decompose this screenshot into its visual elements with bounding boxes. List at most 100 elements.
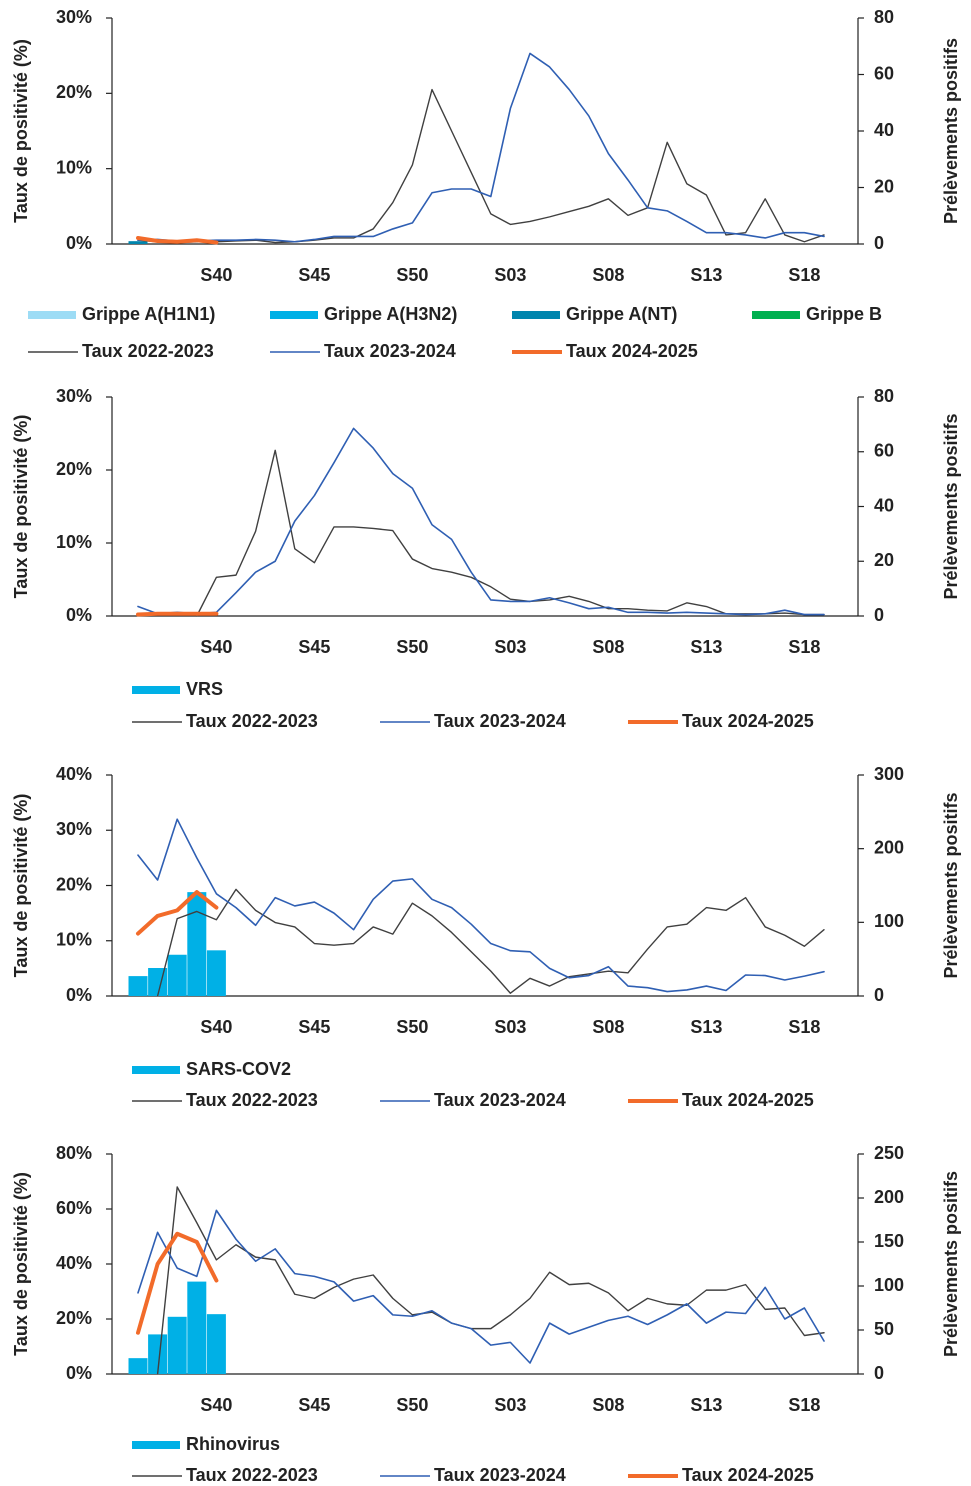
y-tick-label: 0%: [66, 1363, 92, 1383]
y2-tick-label: 20: [874, 176, 894, 196]
y-axis-title: Taux de positivité (%): [11, 39, 31, 223]
y-tick-label: 10%: [56, 157, 92, 177]
x-tick-label: S40: [200, 1017, 232, 1037]
legend-swatch: [132, 1066, 180, 1074]
line: [137, 818, 825, 993]
y2-tick-label: 100: [874, 911, 904, 931]
y2-tick-label: 40: [874, 120, 894, 140]
y2-tick-label: 150: [874, 1231, 904, 1251]
legend-label: Taux 2023-2024: [324, 341, 456, 361]
x-tick-label: S40: [200, 265, 232, 285]
x-tick-label: S03: [494, 1395, 526, 1415]
bar: [167, 1316, 187, 1374]
x-tick-label: S40: [200, 1395, 232, 1415]
x-tick-label: S13: [690, 1017, 722, 1037]
y2-tick-label: 40: [874, 495, 894, 515]
y2-tick-label: 60: [874, 441, 894, 461]
line: [156, 888, 825, 997]
x-tick-label: S13: [690, 637, 722, 657]
y-tick-label: 40%: [56, 764, 92, 784]
y-tick-label: 60%: [56, 1198, 92, 1218]
legend-label: VRS: [186, 679, 223, 699]
y2-axis-title: Prélèvements positifs: [941, 413, 961, 599]
x-tick-label: S50: [396, 265, 428, 285]
y2-tick-label: 100: [874, 1275, 904, 1295]
x-tick-label: S08: [592, 1395, 624, 1415]
x-tick-label: S13: [690, 265, 722, 285]
x-tick-label: S03: [494, 1017, 526, 1037]
bar: [206, 950, 226, 996]
y2-axis-title: Prélèvements positifs: [941, 38, 961, 224]
legend-label: Grippe A(H3N2): [324, 304, 457, 324]
line: [136, 890, 219, 936]
x-tick-label: S50: [396, 1395, 428, 1415]
x-tick-label: S18: [788, 1017, 820, 1037]
x-tick-label: S08: [592, 1017, 624, 1037]
y-axis-title: Taux de positivité (%): [11, 415, 31, 599]
y2-axis-title: Prélèvements positifs: [941, 1171, 961, 1357]
legend-label: Taux 2023-2024: [434, 711, 566, 731]
line: [137, 427, 825, 616]
legend-label: Grippe A(NT): [566, 304, 677, 324]
legend-label: Taux 2024-2025: [682, 711, 814, 731]
bar: [206, 1314, 226, 1374]
legend-label: Taux 2022-2023: [186, 711, 318, 731]
legend-label: Grippe B: [806, 304, 882, 324]
legend-swatch: [270, 311, 318, 319]
y2-tick-label: 50: [874, 1319, 894, 1339]
y-tick-label: 10%: [56, 532, 92, 552]
legend-label: SARS-COV2: [186, 1059, 291, 1079]
bar: [128, 976, 148, 996]
legend-label: Taux 2022-2023: [186, 1465, 318, 1485]
line: [136, 611, 219, 617]
bar: [128, 241, 148, 244]
legend-label: Grippe A(H1N1): [82, 304, 215, 324]
y2-tick-label: 0: [874, 1363, 884, 1383]
x-tick-label: S45: [298, 1017, 330, 1037]
y2-tick-label: 80: [874, 7, 894, 27]
x-tick-label: S18: [788, 265, 820, 285]
y-tick-label: 30%: [56, 386, 92, 406]
y2-tick-label: 300: [874, 764, 904, 784]
legend-swatch: [132, 686, 180, 694]
line: [196, 449, 825, 617]
x-tick-label: S08: [592, 637, 624, 657]
x-tick-label: S18: [788, 1395, 820, 1415]
y2-tick-label: 0: [874, 985, 884, 1005]
y-tick-label: 0%: [66, 605, 92, 625]
x-tick-label: S03: [494, 265, 526, 285]
bar: [148, 1334, 168, 1374]
y-tick-label: 40%: [56, 1253, 92, 1273]
legend-label: Taux 2022-2023: [82, 341, 214, 361]
legend-label: Taux 2024-2025: [566, 341, 698, 361]
legend-swatch: [752, 311, 800, 319]
y2-tick-label: 20: [874, 550, 894, 570]
legend-label: Taux 2022-2023: [186, 1090, 318, 1110]
legend-label: Taux 2023-2024: [434, 1465, 566, 1485]
y-axis-title: Taux de positivité (%): [11, 1172, 31, 1356]
y-tick-label: 20%: [56, 459, 92, 479]
y-axis-title: Taux de positivité (%): [11, 794, 31, 978]
bar: [167, 954, 187, 996]
y-tick-label: 10%: [56, 930, 92, 950]
line: [137, 88, 825, 244]
legend-label: Taux 2024-2025: [682, 1090, 814, 1110]
bar: [187, 1281, 207, 1374]
legend-swatch: [132, 1441, 180, 1449]
y-tick-label: 20%: [56, 82, 92, 102]
x-tick-label: S50: [396, 637, 428, 657]
y2-tick-label: 0: [874, 605, 884, 625]
legend-swatch: [512, 311, 560, 319]
y2-tick-label: 60: [874, 63, 894, 83]
legend-label: Taux 2023-2024: [434, 1090, 566, 1110]
legend-label: Taux 2024-2025: [682, 1465, 814, 1485]
legend-label: Rhinovirus: [186, 1434, 280, 1454]
y2-tick-label: 200: [874, 837, 904, 857]
line: [136, 1231, 219, 1335]
line: [156, 1186, 825, 1375]
y-tick-label: 0%: [66, 233, 92, 253]
x-tick-label: S40: [200, 637, 232, 657]
y-tick-label: 80%: [56, 1143, 92, 1163]
x-tick-label: S08: [592, 265, 624, 285]
y2-tick-label: 80: [874, 386, 894, 406]
